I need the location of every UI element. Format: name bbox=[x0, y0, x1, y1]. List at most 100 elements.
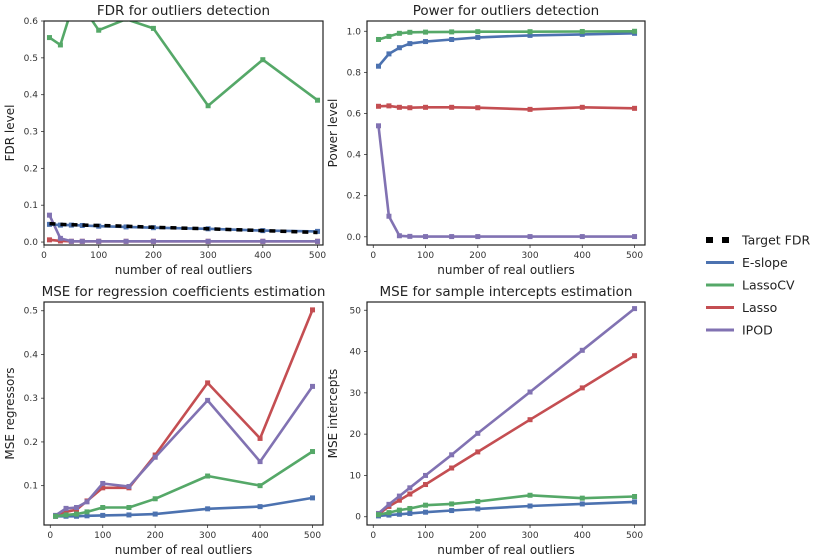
data-point-ipod bbox=[449, 234, 455, 240]
data-point-lassocv bbox=[386, 33, 392, 39]
series-line-ipod bbox=[54, 385, 314, 517]
data-point-lasso bbox=[449, 104, 455, 110]
y-tick-label: 1.0 bbox=[347, 27, 362, 37]
data-point-e-slope bbox=[632, 499, 638, 505]
data-point-lassocv bbox=[449, 29, 455, 35]
x-tick-label: 200 bbox=[145, 251, 162, 261]
y-axis-label: FDR level bbox=[3, 105, 17, 162]
series-line-lassocv bbox=[378, 30, 635, 41]
plot-frame bbox=[43, 20, 324, 246]
data-point-e-slope bbox=[57, 222, 63, 228]
data-point-lassocv bbox=[407, 29, 413, 35]
plot-frame bbox=[43, 301, 324, 526]
chart-title: Power for outliers detection bbox=[413, 3, 600, 19]
data-point-lassocv bbox=[69, 7, 74, 12]
data-point-lassocv bbox=[205, 473, 211, 479]
data-point-lassocv bbox=[396, 507, 402, 513]
x-tick-label: 0 bbox=[370, 531, 376, 541]
y-axis-label: Power level bbox=[326, 99, 340, 168]
chart-panel-2: Power for outliers detection 0 100 200 300 40… bbox=[326, 3, 646, 277]
data-point-lasso bbox=[475, 105, 481, 111]
data-point-lassocv bbox=[80, 4, 85, 9]
data-point-lasso bbox=[57, 238, 63, 244]
data-point-e-slope bbox=[423, 39, 429, 45]
data-point-lassocv bbox=[257, 483, 263, 489]
series-line-lasso bbox=[378, 104, 635, 111]
data-point-lassocv bbox=[386, 510, 392, 516]
y-tick-label: 0.4 bbox=[347, 151, 362, 161]
legend-item-ipod: IPOD bbox=[706, 323, 773, 338]
legend-label: Target FDR bbox=[741, 233, 810, 248]
chart-title: FDR for outliers detection bbox=[97, 3, 270, 19]
y-tick-label: 20 bbox=[350, 430, 362, 440]
data-point-lasso bbox=[475, 449, 481, 455]
data-point-ipod bbox=[475, 430, 481, 436]
legend-item-lasso: Lasso bbox=[706, 300, 777, 315]
series-line-ipod bbox=[48, 214, 318, 243]
data-point-e-slope bbox=[84, 513, 90, 519]
data-point-lasso bbox=[632, 105, 638, 111]
data-point-lasso bbox=[632, 353, 638, 359]
data-point-lassocv bbox=[579, 28, 585, 34]
x-tick-label: 100 bbox=[417, 251, 434, 261]
data-point-lassocv bbox=[375, 512, 381, 518]
data-point-lasso bbox=[527, 106, 533, 112]
data-point-ipod bbox=[84, 499, 90, 505]
data-point-ipod bbox=[386, 501, 392, 507]
data-point-lasso bbox=[423, 104, 429, 110]
data-point-lasso bbox=[396, 104, 402, 110]
data-point-ipod bbox=[205, 397, 211, 403]
series-line-lassocv bbox=[48, 21, 319, 107]
series-line-lasso bbox=[54, 309, 314, 518]
data-point-lasso bbox=[375, 103, 381, 109]
y-tick-label: 50 bbox=[350, 306, 362, 316]
data-point-ipod bbox=[579, 234, 585, 240]
data-point-lassocv bbox=[423, 29, 429, 35]
data-point-lasso bbox=[46, 237, 52, 243]
data-point-e-slope bbox=[449, 36, 455, 42]
data-point-ipod bbox=[407, 485, 413, 491]
data-point-lassocv bbox=[527, 29, 533, 35]
data-point-lasso bbox=[386, 103, 392, 109]
data-point-lassocv bbox=[260, 57, 266, 63]
series-line-ipod bbox=[377, 125, 635, 238]
data-point-lassocv bbox=[96, 27, 102, 33]
chart-title: MSE for regression coefficients estimati… bbox=[42, 284, 326, 300]
data-point-ipod bbox=[205, 238, 211, 244]
data-point-e-slope bbox=[100, 512, 106, 518]
data-point-lasso bbox=[579, 385, 585, 391]
data-point-e-slope bbox=[152, 511, 158, 517]
data-point-lassocv bbox=[475, 498, 481, 504]
data-point-lasso bbox=[423, 482, 429, 488]
y-tick-label: 0.4 bbox=[24, 350, 39, 360]
data-point-e-slope bbox=[579, 501, 585, 507]
data-point-ipod bbox=[579, 347, 585, 353]
legend-item-target-fdr: Target FDR bbox=[706, 233, 810, 248]
series-line-target-fdr bbox=[49, 221, 318, 235]
data-point-ipod bbox=[396, 493, 402, 499]
series-line-lassocv bbox=[378, 493, 635, 516]
data-point-lassocv bbox=[475, 29, 481, 35]
data-point-lasso bbox=[205, 380, 211, 386]
data-point-ipod bbox=[126, 484, 132, 490]
data-point-e-slope bbox=[396, 511, 402, 517]
data-point-e-slope bbox=[126, 512, 132, 518]
data-point-lasso bbox=[396, 497, 402, 503]
x-tick-label: 500 bbox=[626, 531, 643, 541]
data-point-e-slope bbox=[375, 63, 381, 69]
data-point-ipod bbox=[407, 233, 413, 239]
data-point-lassocv bbox=[632, 28, 638, 34]
data-point-lassocv bbox=[74, 511, 80, 517]
data-point-lassocv bbox=[205, 103, 211, 109]
data-point-e-slope bbox=[205, 506, 211, 512]
data-point-ipod bbox=[423, 234, 429, 240]
chart-title: MSE for sample intercepts estimation bbox=[379, 284, 632, 300]
plot-frame bbox=[366, 301, 646, 526]
x-tick-label: 400 bbox=[574, 531, 591, 541]
y-axis-label: MSE regressors bbox=[3, 367, 17, 459]
data-point-ipod bbox=[57, 235, 63, 241]
data-point-ipod bbox=[632, 306, 638, 312]
data-point-lasso bbox=[407, 491, 413, 497]
legend-item-e-slope: E-slope bbox=[706, 255, 788, 270]
